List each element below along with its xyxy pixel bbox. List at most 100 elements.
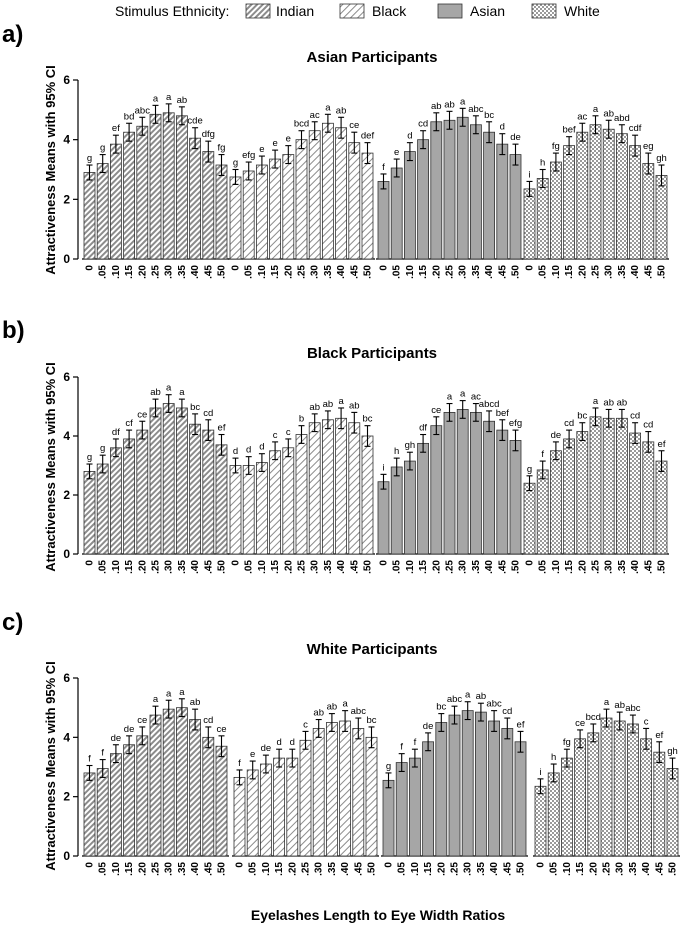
significance-letter: ab [327,702,338,713]
x-tick-label: .05 [549,862,560,876]
significance-letter: ab [323,399,334,410]
x-tick-label: .05 [98,265,109,279]
significance-letter: cf [125,418,133,429]
bar [335,417,348,555]
x-tick-label: 0 [235,862,246,868]
y-tick-label: 2 [63,790,70,804]
x-tick-label: .10 [551,560,562,574]
x-tick-label: .25 [151,560,162,574]
bar [640,738,652,857]
bar [461,710,474,857]
y-axis-title: Attractiveness Means with 95% CI [43,362,58,572]
x-tick-label: 0 [85,560,96,566]
significance-letter: bc [362,414,372,425]
bar [339,720,352,857]
bar [390,167,403,260]
bar [308,130,321,260]
bar [642,163,655,260]
bar [312,728,325,857]
significance-letter: efg [242,150,255,161]
x-tick-label: .40 [340,862,351,876]
x-tick-label: .15 [270,560,281,574]
bar [215,745,228,857]
significance-letter: e [286,134,291,145]
legend-swatch-white [531,3,557,19]
bar [233,776,246,857]
bar [666,768,679,857]
significance-letter: ce [349,120,359,131]
significance-letter: a [153,694,159,705]
significance-letter: a [338,396,344,407]
x-tick-label: .20 [431,560,442,574]
significance-letter: cd [203,408,213,419]
x-tick-label: .40 [484,265,495,279]
bar [587,732,600,857]
bar [474,711,487,857]
bar [282,154,295,260]
x-tick-label: .05 [538,265,549,279]
bar [589,416,602,555]
x-tick-label: .30 [310,560,321,574]
x-tick-label: .50 [516,862,527,876]
x-tick-label: .20 [283,265,294,279]
x-tick-label: .20 [431,265,442,279]
x-tick-label: .40 [641,862,652,876]
x-tick-label: 0 [525,560,536,566]
significance-letter: bcd [294,119,309,130]
bar [563,145,575,260]
x-tick-label: .50 [363,265,374,279]
x-tick-label: .10 [410,862,421,876]
significance-letter: a [604,697,610,708]
x-tick-label: .50 [217,862,228,876]
significance-letter: ef [655,730,663,741]
significance-letter: ab [617,397,628,408]
y-axis-title: Attractiveness Means with 95% CI [43,661,58,871]
significance-letter: a [166,383,172,394]
bar [550,161,562,260]
bar [377,181,390,260]
significance-letter: a [166,688,172,699]
panel-title: White Participants [307,641,438,658]
x-tick-label: .35 [617,265,628,279]
significance-letter: e [259,144,264,155]
panel-label: c) [2,609,23,636]
significance-letter: i [528,169,530,180]
significance-letter: abc [351,706,367,717]
bar [348,142,361,260]
bar [242,465,255,555]
bar [443,119,456,260]
significance-letter: cd [643,420,653,431]
x-tick-label: .30 [463,862,474,876]
significance-letter: de [423,721,434,732]
significance-letter: d [500,122,505,133]
significance-letter: ef [218,423,226,434]
significance-letter: ab [177,95,188,106]
y-tick-label: 2 [63,488,70,502]
bar [259,763,272,857]
bar [269,450,282,555]
x-tick-label: .25 [151,265,162,279]
bar [488,720,501,857]
x-tick-label: .40 [190,862,201,876]
significance-letter: ab [603,397,614,408]
x-tick-label: .05 [244,265,255,279]
bar [655,175,668,260]
significance-letter: f [238,758,241,769]
bar [149,407,162,555]
x-tick-label: .25 [297,265,308,279]
significance-letter: e [394,147,399,158]
bar [83,470,96,555]
significance-letter: h [551,752,556,763]
x-tick-label: .15 [124,265,135,279]
bar [422,741,435,857]
panel-label: b) [2,317,25,344]
x-tick-label: .05 [98,560,109,574]
significance-letter: c [303,719,308,730]
x-tick-label: .20 [436,862,447,876]
x-tick-label: .10 [261,862,272,876]
bar [295,139,308,260]
significance-letter: cdf [629,123,642,134]
bar [563,438,575,555]
significance-letter: abc [135,105,151,116]
significance-letter: bc [484,110,494,121]
